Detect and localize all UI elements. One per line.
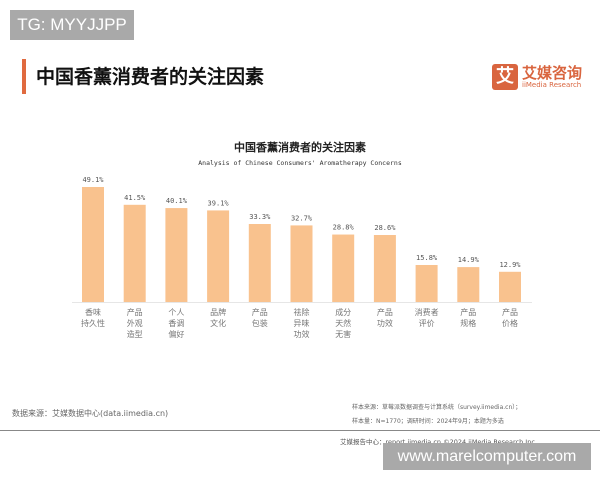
sample-size: 样本量：N=1770；调研时间：2024年9月；本题为多选 xyxy=(352,418,504,425)
category-label: 评价 xyxy=(419,319,435,328)
category-label: 外观 xyxy=(127,318,143,328)
category-label: 价格 xyxy=(502,318,518,328)
category-label: 持久性 xyxy=(81,318,105,328)
bar xyxy=(332,234,355,302)
bar xyxy=(290,225,313,302)
data-label: 14.9% xyxy=(458,256,480,264)
category-label: 产品 xyxy=(252,307,268,317)
logo-mark: 艾 xyxy=(492,64,518,90)
bar xyxy=(82,187,104,302)
watermark-top: TG: MYYJJPP xyxy=(10,10,134,40)
category-label: 品牌 xyxy=(210,307,226,317)
data-label: 49.1% xyxy=(82,176,104,184)
category-label: 产品 xyxy=(460,307,476,317)
category-label: 文化 xyxy=(210,318,226,328)
category-label: 香调 xyxy=(168,318,184,328)
report-center: 艾媒报告中心：report.iimedia.cn ©2024 iiMedia R… xyxy=(340,438,535,446)
category-label: 规格 xyxy=(460,318,476,328)
logo-en: iiMedia Research xyxy=(522,81,582,89)
data-label: 41.5% xyxy=(124,194,146,202)
category-label: 造型 xyxy=(127,329,143,339)
sample-source: 样本来源：草莓派数据调查与计算系统（survey.iimedia.cn）； xyxy=(352,404,522,411)
data-source: 数据来源：艾媒数据中心(data.iimedia.cn) xyxy=(12,409,169,418)
category-label: 个人 xyxy=(168,308,184,317)
footer-divider xyxy=(0,430,600,431)
bar xyxy=(415,264,438,302)
watermark-bottom: www.marelcomputer.com xyxy=(383,443,591,470)
category-label: 消费者 xyxy=(415,307,439,317)
title-accent-bar xyxy=(22,59,26,94)
data-label: 40.1% xyxy=(166,197,188,205)
page-title: 中国香薰消费者的关注因素 xyxy=(36,66,265,88)
data-label: 33.3% xyxy=(249,213,271,221)
chart-subtitle: Analysis of Chinese Consumers' Aromather… xyxy=(198,159,402,167)
category-label: 天然 xyxy=(335,318,351,328)
category-label: 功效 xyxy=(294,329,310,339)
bar xyxy=(207,210,230,302)
data-label: 28.6% xyxy=(374,224,396,232)
bar xyxy=(248,224,271,302)
bar xyxy=(457,267,480,302)
bar xyxy=(165,208,188,302)
logo-cn: 艾媒咨询 xyxy=(522,64,583,82)
bar xyxy=(499,271,521,302)
data-label: 28.8% xyxy=(333,224,355,232)
data-label: 12.9% xyxy=(499,261,521,269)
data-label: 39.1% xyxy=(208,199,230,207)
category-label: 成分 xyxy=(335,307,351,317)
bar xyxy=(123,204,146,302)
bar xyxy=(373,235,396,302)
bar-chart: 49.1%香味持久性41.5%产品外观造型40.1%个人香调偏好39.1%品牌文… xyxy=(72,176,532,339)
category-label: 包装 xyxy=(252,318,268,328)
category-label: 偏好 xyxy=(168,329,184,339)
chart-title: 中国香薰消费者的关注因素 xyxy=(234,141,366,154)
data-label: 15.8% xyxy=(416,254,438,262)
category-label: 功效 xyxy=(377,318,393,328)
category-label: 无害 xyxy=(335,329,351,339)
category-label: 祛除 xyxy=(294,307,310,317)
category-label: 异味 xyxy=(294,318,310,328)
category-label: 产品 xyxy=(127,307,143,317)
data-label: 32.7% xyxy=(291,214,313,222)
logo: 艾 艾媒咨询 iiMedia Research xyxy=(492,62,592,92)
category-label: 产品 xyxy=(377,307,393,317)
category-label: 香味 xyxy=(85,307,101,317)
category-label: 产品 xyxy=(502,307,518,317)
